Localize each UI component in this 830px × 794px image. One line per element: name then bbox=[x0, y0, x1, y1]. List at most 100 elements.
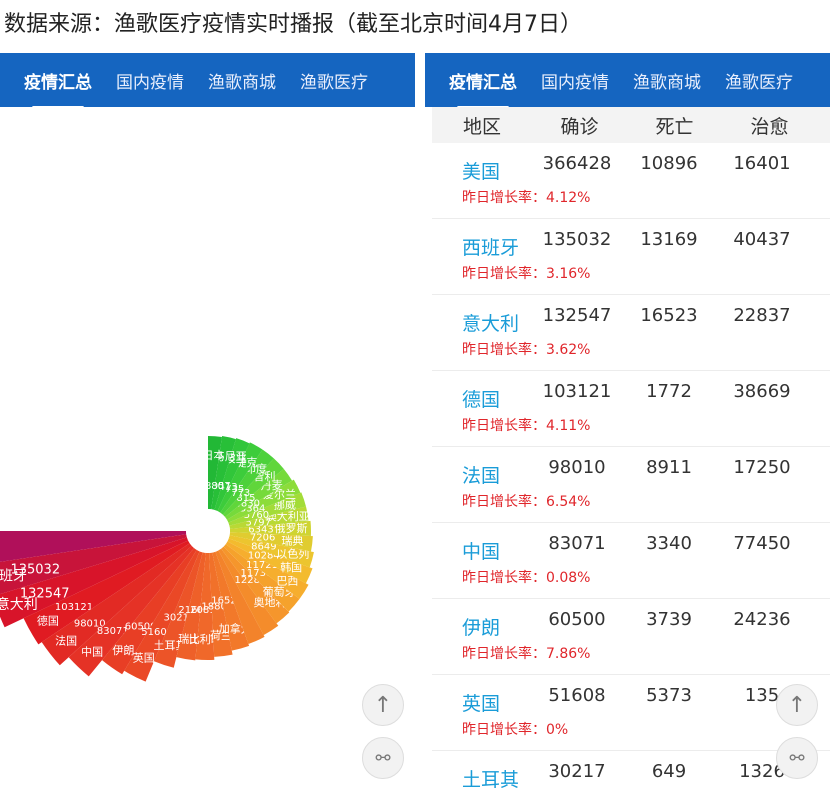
confirmed-value: 30217 bbox=[548, 761, 606, 782]
rose-slice[interactable] bbox=[225, 541, 309, 599]
table-row[interactable]: 法国 98010 8911 17250 昨日增长率：6.54% bbox=[432, 447, 830, 523]
country-name[interactable]: 法国 bbox=[462, 465, 501, 487]
country-name[interactable]: 土耳其 bbox=[462, 769, 520, 790]
rose-slice[interactable] bbox=[209, 552, 233, 657]
slice-value-label: 7206 bbox=[250, 533, 275, 544]
rose-slice[interactable] bbox=[0, 537, 189, 628]
tab-mall[interactable]: 渔歌商城 bbox=[633, 72, 701, 93]
recovered-value: 77450 bbox=[733, 533, 791, 554]
growth-rate: 昨日增长率：4.12% bbox=[462, 187, 590, 207]
rose-slice[interactable] bbox=[195, 552, 215, 660]
growth-label: 昨日增长率： bbox=[462, 342, 546, 358]
slice-value-label: 132547 bbox=[20, 586, 70, 601]
table-row[interactable]: 英国 51608 5373 135 昨日增长率：0% bbox=[432, 675, 830, 751]
rose-slice[interactable] bbox=[217, 442, 263, 513]
rose-slice[interactable] bbox=[208, 436, 222, 510]
country-name[interactable]: 英国 bbox=[462, 693, 501, 715]
table-row[interactable]: 意大利 132547 16523 22837 昨日增长率：3.62% bbox=[432, 295, 830, 371]
rose-slice[interactable] bbox=[229, 506, 309, 529]
table-row[interactable]: 美国 366428 10896 16401 昨日增长率：4.12% bbox=[432, 143, 830, 219]
rose-slice[interactable] bbox=[41, 543, 192, 666]
recovered-value: 1326 bbox=[739, 761, 785, 782]
slice-value-label: 4773 bbox=[225, 488, 250, 499]
rose-slice[interactable] bbox=[221, 546, 290, 624]
slice-value-label: 10284 bbox=[248, 551, 280, 562]
country-name[interactable]: 伊朗 bbox=[462, 617, 501, 639]
rose-slice[interactable] bbox=[214, 438, 250, 512]
rose-slice[interactable] bbox=[102, 548, 197, 675]
share-icon: ⚯ bbox=[789, 747, 805, 769]
slice-value-label: 8649 bbox=[251, 541, 276, 552]
rose-slice[interactable] bbox=[228, 535, 314, 568]
table-body: 美国 366428 10896 16401 昨日增长率：4.12% 西班牙 135032 13… bbox=[432, 143, 830, 790]
rose-slice[interactable] bbox=[225, 468, 293, 520]
recovered-value: 16401 bbox=[733, 153, 791, 174]
country-name[interactable]: 意大利 bbox=[462, 313, 520, 335]
rose-slice[interactable] bbox=[211, 436, 236, 510]
slice-value-label: 11721 bbox=[246, 560, 278, 571]
table-row[interactable]: 德国 103121 1772 38669 昨日增长率：4.11% bbox=[432, 371, 830, 447]
recovered-value: 22837 bbox=[733, 305, 791, 326]
rose-slice[interactable] bbox=[222, 458, 284, 518]
scroll-top-button[interactable]: ↑ bbox=[362, 684, 404, 726]
tab-summary[interactable]: 疫情汇总 bbox=[449, 68, 517, 109]
slice-value-label: 11730 bbox=[241, 568, 273, 579]
center-hole bbox=[186, 509, 230, 553]
share-button[interactable]: ⚯ bbox=[776, 737, 818, 779]
growth-value: 3.62% bbox=[546, 342, 591, 358]
country-name[interactable]: 德国 bbox=[462, 389, 501, 411]
tab-domestic[interactable]: 国内疫情 bbox=[541, 72, 609, 93]
rose-slice[interactable] bbox=[227, 538, 313, 584]
tab-medical[interactable]: 渔歌医疗 bbox=[725, 72, 793, 93]
rose-slice[interactable] bbox=[229, 520, 312, 537]
confirmed-value: 60500 bbox=[548, 609, 606, 630]
table-row[interactable]: 土耳其 30217 649 1326 bbox=[432, 751, 830, 790]
slice-label: 瑞士 bbox=[178, 631, 200, 645]
growth-rate: 昨日增长率：4.11% bbox=[462, 415, 590, 435]
rose-slice[interactable] bbox=[215, 550, 265, 644]
slice-value-label: 103121 bbox=[55, 602, 93, 613]
slice-value-label: 51608 bbox=[141, 627, 173, 638]
rose-slice[interactable] bbox=[154, 551, 203, 668]
rose-slice[interactable] bbox=[228, 492, 306, 526]
country-name[interactable]: 西班牙 bbox=[462, 237, 520, 259]
tab-medical[interactable]: 渔歌医疗 bbox=[300, 72, 368, 93]
arrow-up-icon: ↑ bbox=[787, 692, 807, 718]
rose-slice[interactable] bbox=[218, 548, 279, 636]
country-name[interactable]: 美国 bbox=[462, 161, 501, 183]
rose-slice[interactable] bbox=[0, 534, 187, 597]
tab-domestic[interactable]: 国内疫情 bbox=[116, 72, 184, 93]
rose-slice[interactable] bbox=[226, 479, 301, 523]
rose-slice[interactable] bbox=[229, 532, 313, 552]
rose-slice[interactable] bbox=[223, 544, 300, 612]
rose-chart-panel: 美国366428西班牙135032意大利132547德国103121法国9801… bbox=[0, 107, 420, 790]
rose-slice[interactable] bbox=[124, 549, 200, 682]
rose-slice[interactable] bbox=[23, 540, 190, 645]
country-name[interactable]: 中国 bbox=[462, 541, 501, 563]
nav-bar-left: 疫情汇总 国内疫情 渔歌商城 渔歌医疗 bbox=[0, 53, 415, 109]
scroll-top-button[interactable]: ↑ bbox=[776, 684, 818, 726]
header-deaths: 死亡 bbox=[655, 115, 694, 138]
confirmed-value: 83071 bbox=[548, 533, 606, 554]
rose-slice[interactable] bbox=[212, 551, 250, 651]
slice-value-label: 6343 bbox=[248, 525, 273, 536]
growth-rate: 昨日增长率：0% bbox=[462, 719, 568, 739]
share-button[interactable]: ⚯ bbox=[362, 737, 404, 779]
slice-value-label: 4735 bbox=[219, 484, 244, 495]
confirmed-value: 366428 bbox=[542, 153, 612, 174]
tab-mall[interactable]: 渔歌商城 bbox=[208, 72, 276, 93]
rose-slice[interactable] bbox=[220, 449, 274, 515]
deaths-value: 3340 bbox=[646, 533, 692, 554]
rose-slice[interactable] bbox=[0, 531, 187, 582]
rose-slice[interactable] bbox=[176, 552, 206, 661]
table-row[interactable]: 西班牙 135032 13169 40437 昨日增长率：3.16% bbox=[432, 219, 830, 295]
table-row[interactable]: 中国 83071 3340 77450 昨日增长率：0.08% bbox=[432, 523, 830, 599]
slice-value-label: 3880 bbox=[199, 481, 224, 492]
recovered-value: 135 bbox=[744, 685, 780, 706]
slice-value-label: 98010 bbox=[74, 618, 106, 629]
tab-summary[interactable]: 疫情汇总 bbox=[24, 68, 92, 109]
rose-slice[interactable] bbox=[68, 545, 195, 677]
table-row[interactable]: 伊朗 60500 3739 24236 昨日增长率：7.86% bbox=[432, 599, 830, 675]
growth-value: 6.54% bbox=[546, 494, 591, 510]
slice-label: 巴西 bbox=[276, 574, 298, 587]
